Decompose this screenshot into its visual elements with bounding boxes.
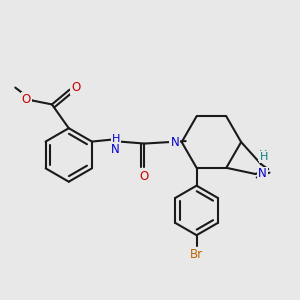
Text: H: H [260,152,268,162]
Text: H: H [259,150,267,160]
Text: O: O [140,170,149,183]
Text: O: O [71,81,80,94]
Text: N: N [258,167,267,181]
Text: N: N [111,143,120,156]
Text: N: N [170,136,179,148]
Text: O: O [22,93,31,106]
Text: H: H [112,134,120,144]
Text: Br: Br [190,248,203,260]
